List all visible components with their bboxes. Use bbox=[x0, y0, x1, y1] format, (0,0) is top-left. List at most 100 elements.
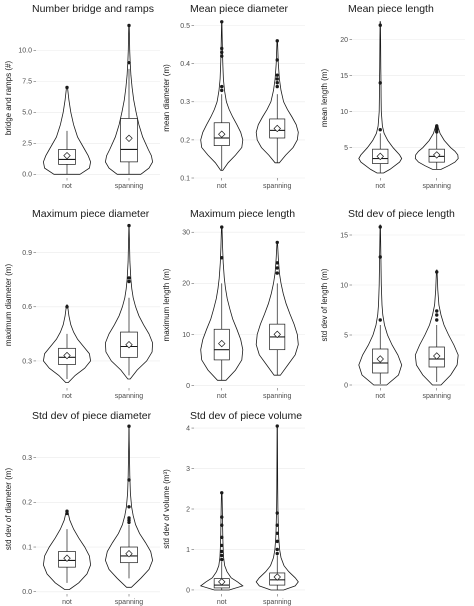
x-tick-label: not bbox=[62, 183, 72, 190]
y-tick-label: 4 bbox=[186, 425, 190, 432]
panel-title: Std dev of piece diameter bbox=[32, 410, 152, 422]
outlier-point bbox=[435, 124, 439, 128]
outlier-point bbox=[275, 240, 279, 245]
outlier-point bbox=[65, 509, 69, 513]
x-tick-label: not bbox=[62, 393, 72, 400]
outlier-point bbox=[435, 313, 439, 317]
y-tick-label: 0.2 bbox=[180, 137, 190, 144]
outlier-point bbox=[220, 491, 224, 495]
mean-marker bbox=[376, 355, 384, 363]
outlier-point bbox=[275, 531, 279, 535]
mean-marker bbox=[433, 151, 441, 159]
outlier-point bbox=[378, 128, 382, 132]
mean-marker bbox=[125, 134, 133, 143]
y-tick-label: 2 bbox=[186, 506, 190, 513]
panel-2: Mean piece length 5 10 15 20 mean length (m) n… bbox=[320, 3, 465, 190]
mean-marker bbox=[125, 550, 133, 558]
x-tick-label: spanning bbox=[423, 393, 452, 400]
x-tick-label: spanning bbox=[115, 393, 144, 400]
panel-title: Std dev of piece volume bbox=[190, 410, 302, 422]
y-tick-label: 0.4 bbox=[180, 61, 190, 68]
y-tick-label: 1 bbox=[186, 547, 190, 554]
y-tick-label: 0.5 bbox=[180, 23, 190, 30]
y-tick-label: 15 bbox=[340, 73, 348, 80]
outlier-point bbox=[275, 77, 279, 81]
outlier-point bbox=[275, 84, 279, 89]
outlier-point bbox=[127, 223, 131, 228]
y-axis-label: mean length (m) bbox=[320, 69, 329, 128]
outlier-point bbox=[275, 539, 279, 544]
outlier-point bbox=[65, 305, 69, 309]
y-tick-label: 0.3 bbox=[22, 358, 32, 365]
outlier-point bbox=[220, 20, 224, 24]
outlier-point bbox=[127, 279, 131, 284]
panel-title: Std dev of piece length bbox=[348, 208, 455, 220]
x-tick-label: not bbox=[62, 599, 72, 606]
outlier-point bbox=[220, 225, 224, 229]
x-tick-label: spanning bbox=[263, 183, 292, 190]
y-tick-label: 3 bbox=[186, 466, 190, 473]
panel-title: Maximum piece length bbox=[190, 208, 295, 220]
violin-not bbox=[358, 21, 403, 174]
y-axis-label: std dev of length (m) bbox=[320, 268, 329, 341]
outlier-point bbox=[435, 309, 439, 313]
panel-title: Number bridge and ramps bbox=[32, 3, 154, 15]
y-tick-label: 0.6 bbox=[22, 304, 32, 311]
y-tick-label: 7.5 bbox=[22, 79, 32, 86]
panel-3: Maximum piece diameter 0.3 0.6 0.9 maximum d… bbox=[4, 208, 160, 400]
outlier-point bbox=[127, 478, 131, 482]
outlier-point bbox=[435, 270, 439, 274]
outlier-point bbox=[220, 543, 224, 548]
panel-0: Number bridge and ramps 0.0 2.5 5.0 7.5 10.0 b… bbox=[4, 3, 160, 190]
outlier-point bbox=[127, 60, 131, 65]
x-tick-label: not bbox=[375, 183, 385, 190]
y-tick-label: 0.3 bbox=[22, 455, 32, 462]
mean-marker bbox=[273, 124, 281, 133]
panel-4: Maximum piece length 0 10 20 30 maximum lengt… bbox=[162, 208, 305, 400]
x-tick-label: spanning bbox=[115, 183, 144, 190]
y-tick-label: 2.5 bbox=[22, 141, 32, 148]
panel-1: Mean piece diameter 0.1 0.2 0.3 0.4 0.5 mean d… bbox=[162, 3, 305, 190]
outlier-point bbox=[275, 547, 279, 552]
outlier-point bbox=[127, 516, 131, 520]
x-tick-label: not bbox=[375, 393, 385, 400]
outlier-point bbox=[275, 73, 279, 77]
y-tick-label: 10.0 bbox=[18, 48, 32, 55]
x-tick-label: spanning bbox=[263, 599, 292, 606]
panel-title: Maximum piece diameter bbox=[32, 208, 150, 220]
y-axis-label: std dev of diameter (m) bbox=[4, 468, 13, 551]
y-tick-label: 0 bbox=[186, 383, 190, 390]
outlier-point bbox=[275, 424, 279, 428]
outlier-point bbox=[435, 318, 439, 322]
outlier-point bbox=[275, 261, 279, 265]
panel-title: Mean piece length bbox=[348, 3, 434, 15]
outlier-point bbox=[275, 39, 279, 43]
outlier-point bbox=[220, 50, 224, 54]
panel-6: Std dev of piece diameter 0.0 0.1 0.2 0.3 std… bbox=[4, 410, 160, 606]
y-tick-label: 0.0 bbox=[22, 589, 32, 596]
mean-marker bbox=[376, 152, 384, 161]
outlier-point bbox=[220, 523, 224, 527]
outlier-point bbox=[127, 424, 131, 428]
outlier-point bbox=[378, 225, 382, 229]
y-tick-label: 10 bbox=[182, 332, 190, 339]
x-tick-label: spanning bbox=[115, 599, 144, 606]
x-tick-label: spanning bbox=[263, 393, 292, 400]
mean-marker bbox=[63, 151, 71, 160]
y-tick-label: 0.0 bbox=[22, 172, 32, 179]
x-tick-label: not bbox=[217, 393, 227, 400]
violin-not bbox=[358, 224, 403, 386]
y-axis-label: std dev of volume (m³) bbox=[162, 469, 171, 549]
y-axis-label: maximum diameter (m) bbox=[4, 264, 13, 347]
outlier-point bbox=[220, 553, 224, 558]
y-axis-label: maximum length (m) bbox=[162, 268, 171, 341]
y-tick-label: 10 bbox=[340, 109, 348, 116]
mean-marker bbox=[63, 351, 71, 360]
outlier-point bbox=[220, 46, 224, 51]
outlier-point bbox=[127, 505, 131, 509]
y-tick-label: 0.1 bbox=[22, 544, 32, 551]
y-tick-label: 20 bbox=[340, 37, 348, 44]
outlier-point bbox=[127, 23, 131, 28]
mean-marker bbox=[433, 352, 441, 360]
